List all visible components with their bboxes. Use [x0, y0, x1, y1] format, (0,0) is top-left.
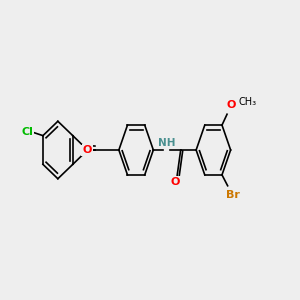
Text: O: O	[171, 177, 180, 187]
Text: Cl: Cl	[22, 127, 33, 137]
Text: NH: NH	[158, 138, 175, 148]
Text: N: N	[82, 145, 92, 154]
Text: CH₃: CH₃	[238, 97, 256, 107]
Text: Br: Br	[226, 190, 240, 200]
Text: O: O	[82, 146, 92, 155]
Text: O: O	[226, 100, 236, 110]
